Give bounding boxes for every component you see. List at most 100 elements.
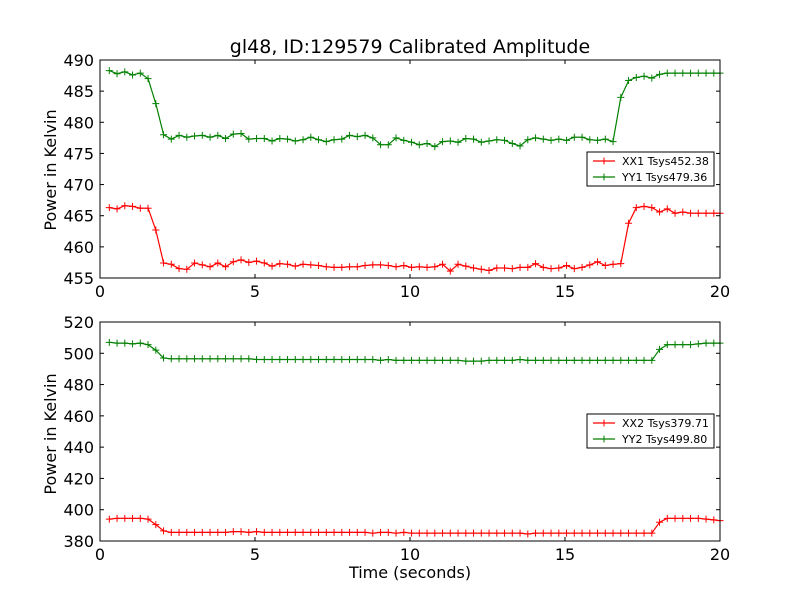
data-point xyxy=(555,356,563,364)
data-point xyxy=(516,142,524,150)
data-point xyxy=(268,528,276,536)
y-tick-label: 485 xyxy=(63,82,94,101)
data-point xyxy=(508,356,516,364)
data-point xyxy=(477,265,485,273)
data-point xyxy=(167,260,175,268)
data-point xyxy=(470,357,478,365)
data-point xyxy=(322,528,330,536)
data-point xyxy=(485,529,493,537)
data-point xyxy=(121,514,129,522)
y-tick-label: 480 xyxy=(63,376,94,395)
data-point xyxy=(307,528,315,536)
data-point xyxy=(136,69,144,77)
data-point xyxy=(384,528,392,536)
data-point xyxy=(152,100,160,108)
data-point xyxy=(214,131,222,139)
data-point xyxy=(431,356,439,364)
data-point xyxy=(570,133,578,141)
data-point xyxy=(152,346,160,354)
data-point xyxy=(291,137,299,145)
data-point xyxy=(330,528,338,536)
data-point xyxy=(687,341,695,349)
data-point xyxy=(229,355,237,363)
data-point xyxy=(454,356,462,364)
data-point xyxy=(400,356,408,364)
legend-marker xyxy=(600,435,608,443)
data-point xyxy=(291,356,299,364)
data-point xyxy=(656,345,664,353)
data-point xyxy=(299,528,307,536)
y-tick-label: 455 xyxy=(63,269,94,288)
y-tick-label: 520 xyxy=(63,313,94,332)
data-point xyxy=(268,262,276,270)
data-point xyxy=(423,139,431,147)
data-point xyxy=(369,529,377,537)
data-point xyxy=(400,262,408,270)
data-point xyxy=(671,341,679,349)
data-point xyxy=(415,356,423,364)
data-point xyxy=(353,133,361,141)
data-point xyxy=(640,202,648,210)
data-point xyxy=(284,528,292,536)
data-point xyxy=(555,264,563,272)
data-point xyxy=(167,355,175,363)
data-point xyxy=(563,356,571,364)
data-point xyxy=(260,134,268,142)
data-point xyxy=(663,205,671,213)
data-point xyxy=(222,355,230,363)
data-point xyxy=(377,261,385,269)
data-point xyxy=(601,356,609,364)
data-point xyxy=(400,528,408,536)
data-point xyxy=(377,141,385,149)
data-point xyxy=(446,356,454,364)
data-point xyxy=(384,141,392,149)
data-point xyxy=(532,529,540,537)
data-point xyxy=(470,264,478,272)
data-point xyxy=(299,356,307,364)
data-point xyxy=(702,515,710,523)
data-point xyxy=(167,135,175,143)
data-point xyxy=(423,263,431,271)
data-point xyxy=(315,136,323,144)
data-point xyxy=(307,261,315,269)
data-point xyxy=(369,134,377,142)
data-point xyxy=(206,133,214,141)
data-point xyxy=(617,93,625,101)
data-point xyxy=(679,208,687,216)
data-point xyxy=(222,134,230,142)
data-point xyxy=(144,341,152,349)
data-point xyxy=(191,132,199,140)
data-point xyxy=(462,262,470,270)
data-point xyxy=(369,356,377,364)
data-point xyxy=(485,267,493,275)
data-point xyxy=(431,529,439,537)
data-point xyxy=(431,143,439,151)
data-point xyxy=(160,259,168,267)
data-point xyxy=(253,134,261,142)
data-point xyxy=(640,356,648,364)
data-point xyxy=(206,263,214,271)
data-point xyxy=(462,357,470,365)
data-point xyxy=(222,528,230,536)
data-point xyxy=(237,528,245,536)
data-point xyxy=(555,135,563,143)
data-point xyxy=(539,263,547,271)
data-point xyxy=(609,356,617,364)
data-point xyxy=(710,209,718,217)
data-point xyxy=(454,138,462,146)
y-tick-label: 380 xyxy=(63,532,94,551)
data-point xyxy=(113,70,121,78)
data-point xyxy=(222,263,230,271)
data-point xyxy=(338,356,346,364)
data-point xyxy=(493,356,501,364)
data-point xyxy=(508,265,516,273)
data-point xyxy=(105,67,113,75)
data-point xyxy=(694,340,702,348)
data-point xyxy=(113,205,121,213)
data-point xyxy=(640,529,648,537)
data-point xyxy=(276,356,284,364)
data-point xyxy=(640,72,648,80)
legend-box xyxy=(586,413,715,449)
data-point xyxy=(361,262,369,270)
data-point xyxy=(516,263,524,271)
